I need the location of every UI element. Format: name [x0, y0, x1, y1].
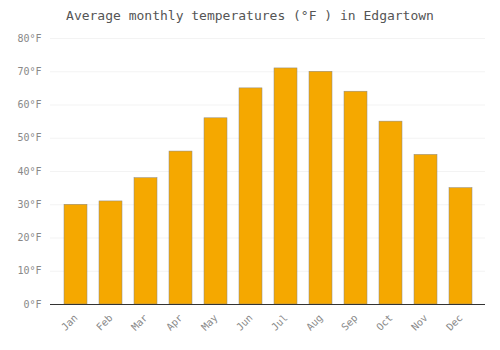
svg-text:Nov: Nov [409, 312, 430, 333]
svg-text:30°F: 30°F [17, 199, 41, 210]
svg-text:20°F: 20°F [17, 232, 41, 243]
svg-text:10°F: 10°F [17, 265, 41, 276]
svg-text:Dec: Dec [444, 312, 465, 333]
svg-text:Aug: Aug [304, 312, 325, 333]
svg-text:60°F: 60°F [17, 99, 41, 110]
svg-text:Mar: Mar [129, 312, 150, 333]
svg-text:80°F: 80°F [17, 33, 41, 44]
svg-text:50°F: 50°F [17, 132, 41, 143]
svg-text:Sep: Sep [339, 312, 360, 333]
svg-text:70°F: 70°F [17, 66, 41, 77]
html-text:Average monthly temperatures (: Average monthly temperatures (°F ) in Ed… [66, 8, 434, 23]
svg-text:Feb: Feb [94, 312, 115, 333]
svg-text:0°F: 0°F [23, 299, 41, 310]
svg-text:Jun: Jun [234, 312, 255, 333]
svg-text:Jan: Jan [59, 312, 80, 333]
svg-text:May: May [199, 312, 220, 333]
svg-text:40°F: 40°F [17, 166, 41, 177]
svg-text:Oct: Oct [374, 312, 395, 333]
svg-text:Apr: Apr [164, 312, 185, 333]
svg-text:Jul: Jul [269, 312, 290, 333]
